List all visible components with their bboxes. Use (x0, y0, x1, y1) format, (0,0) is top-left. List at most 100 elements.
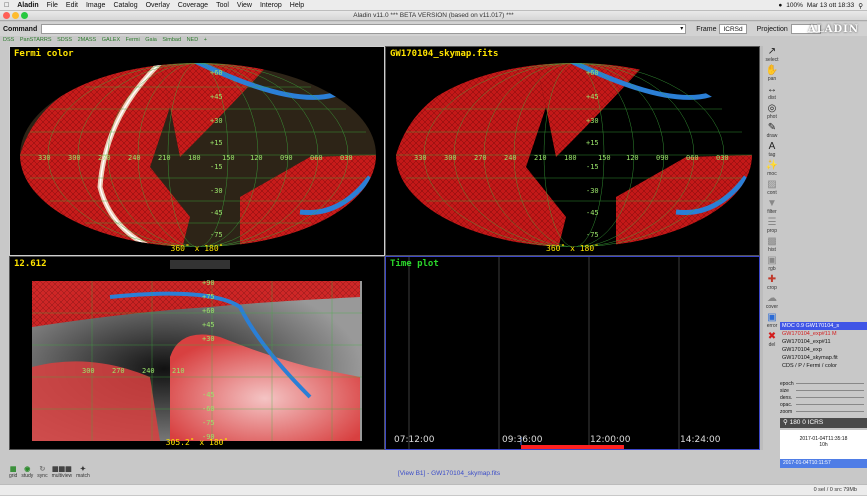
tool-draw[interactable]: ✎ draw (763, 122, 781, 139)
size-slider[interactable] (796, 390, 864, 391)
menu-overlay[interactable]: Overlay (140, 1, 170, 9)
frame-value: ICRSd (723, 26, 743, 33)
study-button[interactable]: ◉ study (21, 466, 33, 480)
survey-add[interactable]: + (203, 37, 207, 43)
search-icon[interactable]: ⚲ (858, 2, 863, 10)
view-skymap[interactable]: +60 +45 +30 +15 -15 -30 -45 -75 330 300 … (385, 46, 760, 256)
tool-label: cont (767, 190, 777, 196)
rgb-icon: ▣ (767, 255, 777, 266)
tool-phot[interactable]: ◎ phot (763, 103, 781, 120)
tool-dist[interactable]: ↔ dist (763, 84, 781, 101)
tool-moc[interactable]: ✨ moc (763, 160, 781, 177)
tool-cont[interactable]: ▨ cont (763, 179, 781, 196)
time-panel: 2017-01-04T11:35:18 10h 2017-01-04T10:11… (780, 430, 867, 468)
menu-help[interactable]: Help (284, 1, 304, 9)
tool-rgb[interactable]: ▣ rgb (763, 255, 781, 272)
study-icon: ◉ (24, 466, 31, 473)
menu-app[interactable]: Aladin (12, 1, 38, 9)
density-slider[interactable] (796, 397, 864, 398)
lat-label: -75 (202, 419, 215, 427)
stack-item[interactable]: GW170104_exp#11 (782, 339, 831, 345)
survey-sdss[interactable]: SDSS (57, 37, 73, 43)
menu-edit[interactable]: Edit (60, 1, 78, 9)
survey-ned[interactable]: NED (186, 37, 199, 43)
lon-label: 210 (158, 154, 171, 162)
tool-label: moc (767, 171, 777, 177)
menu-file[interactable]: File (41, 1, 58, 9)
tool-del[interactable]: ✖ del (763, 331, 781, 348)
apple-icon[interactable]:  (4, 2, 9, 9)
slider-label: zoom (780, 408, 793, 415)
tool-hist[interactable]: ▩ hist (763, 236, 781, 253)
tool-pan[interactable]: ✋ pan (763, 65, 781, 82)
command-label: Command (3, 25, 38, 33)
view-divider[interactable] (760, 46, 763, 450)
survey-simbad[interactable]: Simbad (162, 37, 182, 43)
menu-interop[interactable]: Interop (254, 1, 282, 9)
view-time-plot[interactable]: 07:12:00 09:36:00 12:00:00 14:24:00 Time… (385, 256, 760, 450)
clock[interactable]: Mar 13 ott 18:33 (806, 2, 855, 9)
survey-dss[interactable]: DSS (3, 37, 15, 43)
lat-label: -75 (586, 231, 599, 239)
opacity-slider[interactable] (796, 404, 864, 405)
lat-label: -45 (210, 209, 223, 217)
cover-icon: ☁ (767, 293, 777, 304)
location-icon: ⚲ (783, 419, 788, 426)
survey-fermi[interactable]: Fermi (125, 37, 140, 43)
survey-galex[interactable]: GALEX (101, 37, 121, 43)
tool-prop[interactable]: ☰ prop (763, 217, 781, 234)
close-window-icon[interactable] (3, 12, 10, 19)
coordinate-value: 180 0 ICRS (789, 419, 824, 426)
epoch-slider[interactable] (796, 383, 864, 384)
stack-item[interactable]: GW170104_skymap.fit (782, 355, 838, 361)
lon-label: 210 (172, 367, 185, 375)
chevron-down-icon[interactable]: ▾ (680, 26, 684, 32)
multiview-button[interactable]: ▦▦▦ multiview (52, 466, 73, 480)
tool-crop[interactable]: ✚ crop (763, 274, 781, 291)
tool-cover[interactable]: ☁ cover (763, 293, 781, 310)
zoom-window-icon[interactable] (21, 12, 28, 19)
view-caption: [View B1] - GW170104_skymap.fits (398, 470, 501, 477)
lon-label: 240 (128, 154, 141, 162)
lon-label: 030 (340, 154, 353, 162)
stack-item[interactable]: GW170104_exp (782, 347, 822, 353)
survey-gaia[interactable]: Gaia (145, 37, 157, 43)
tool-filter[interactable]: ▼ filter (763, 198, 781, 215)
tool-label: del (768, 342, 776, 348)
wifi-icon[interactable]: ● (778, 2, 783, 9)
slider-label: size (780, 387, 789, 394)
tool-label: select (765, 57, 779, 63)
time-range-bar[interactable]: 2017-01-04T10:11:57 (780, 459, 867, 468)
command-input[interactable]: ▾ (41, 24, 687, 34)
zoom-slider[interactable] (796, 411, 864, 412)
minimize-window-icon[interactable] (12, 12, 19, 19)
view-zoomed[interactable]: +90 +75 +60 +45 +30 -45 -60 -75 -90 300 … (9, 256, 385, 450)
coordinate-readout[interactable]: ⚲ 180 0 ICRS (780, 418, 867, 428)
survey-2mass[interactable]: 2MASS (77, 37, 97, 43)
time-plot-canvas: 07:12:00 09:36:00 12:00:00 14:24:00 (394, 257, 721, 450)
menu-image[interactable]: Image (80, 1, 105, 9)
frame-select[interactable]: ICRSd (719, 24, 747, 34)
menu-tool[interactable]: Tool (210, 1, 229, 9)
tool-select[interactable]: ↗ select (763, 46, 781, 63)
survey-panstarrs[interactable]: PanSTARRS (19, 37, 52, 43)
stack-item[interactable]: GW170104_exp#11 M (782, 331, 837, 337)
stack-item[interactable]: CDS / P / Fermi / color (782, 363, 837, 369)
view-fermi-color[interactable]: +60 +45 +30 +15 -15 -30 -45 -75 330 300 … (9, 46, 385, 256)
menu-catalog[interactable]: Catalog (108, 1, 137, 9)
time-interval-bar[interactable] (521, 445, 624, 450)
grid-button[interactable]: ▦ grid (9, 466, 17, 480)
stack-item[interactable]: MOC 0.9 GW170104_s (780, 322, 867, 330)
lon-label: 300 (82, 367, 95, 375)
projection-select[interactable] (790, 24, 821, 34)
menu-coverage[interactable]: Coverage (172, 1, 208, 9)
time-tick: 07:12:00 (394, 435, 435, 445)
menu-view[interactable]: View (231, 1, 252, 9)
match-button[interactable]: ✦ match (76, 466, 90, 480)
tool-error[interactable]: ▣ error (763, 312, 781, 329)
error-icon: ▣ (767, 312, 777, 323)
lat-label: +30 (586, 117, 599, 125)
lat-label: -90 (202, 433, 215, 441)
sync-button[interactable]: ↻ sync (37, 466, 47, 480)
